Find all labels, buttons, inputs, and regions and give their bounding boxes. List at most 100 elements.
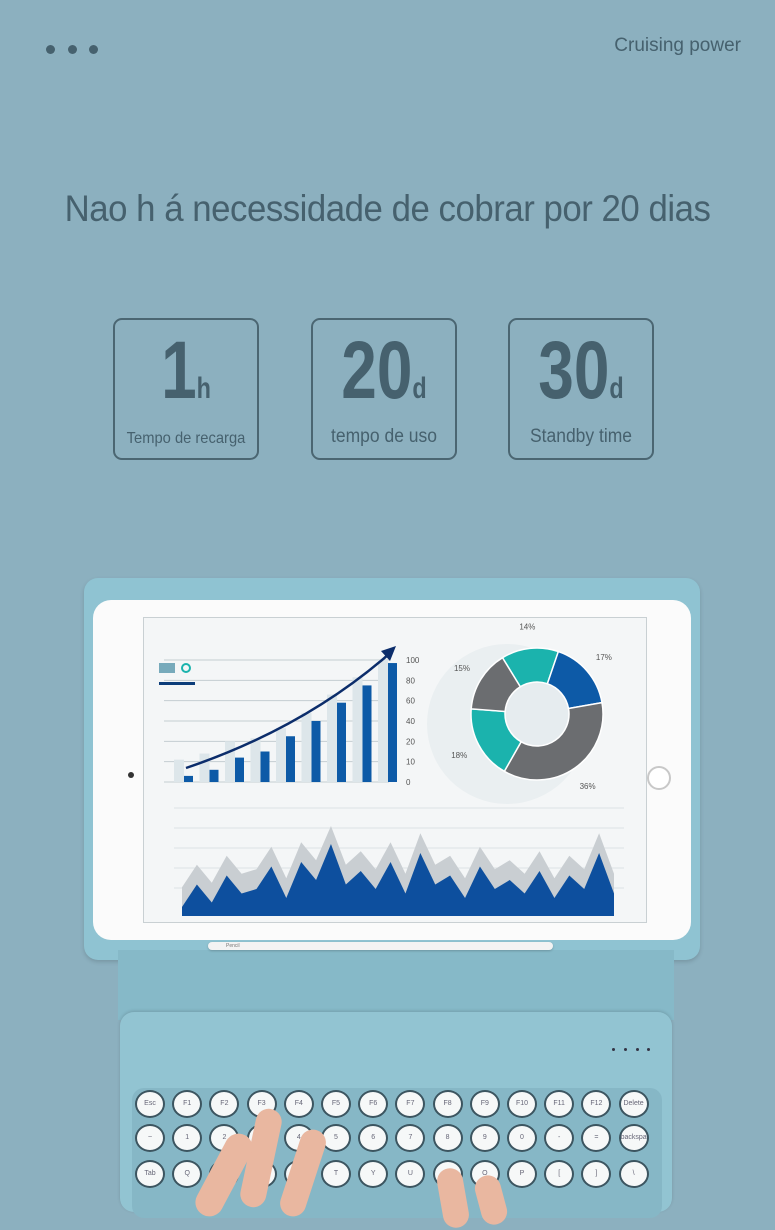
stat-unit: d — [609, 372, 624, 405]
stat-label: Tempo de recarga — [126, 430, 246, 447]
slice-label: 36% — [580, 782, 596, 791]
trend-arrow — [185, 653, 390, 770]
y-tick-label: 100 — [406, 656, 420, 665]
key[interactable]: ~ — [135, 1124, 165, 1152]
key[interactable]: F1 — [172, 1090, 203, 1118]
key[interactable]: 7 — [395, 1124, 426, 1152]
key[interactable]: F7 — [395, 1090, 426, 1118]
bar — [209, 769, 219, 782]
y-tick-label: 80 — [406, 676, 415, 685]
key[interactable]: F5 — [321, 1090, 351, 1118]
key[interactable]: P — [507, 1160, 537, 1188]
section-label: Cruising power — [614, 35, 741, 56]
slice-label: 17% — [596, 653, 612, 662]
slice-label: 15% — [454, 664, 470, 673]
key[interactable]: F10 — [507, 1090, 537, 1118]
key[interactable]: 1 — [172, 1124, 203, 1152]
key[interactable]: 9 — [469, 1124, 500, 1152]
bar-shadow — [199, 753, 210, 782]
key[interactable]: \ — [618, 1160, 649, 1188]
stat-label: Standby time — [529, 426, 633, 447]
key[interactable]: Tab — [135, 1160, 165, 1188]
stat-card-standby: 30d Standby time — [508, 318, 654, 460]
menu-dot-icon — [46, 45, 55, 54]
key[interactable]: ] — [581, 1160, 612, 1188]
key[interactable]: Esc — [135, 1090, 165, 1118]
stat-label: tempo de uso — [331, 426, 437, 447]
bar — [286, 736, 295, 782]
donut-hole — [506, 683, 568, 745]
key[interactable]: F6 — [358, 1090, 389, 1118]
bar — [260, 751, 270, 782]
donut-slice — [470, 656, 522, 713]
screen-charts: 0 10 20 40 60 80 100 14% 17% 36% 18% 15% — [159, 623, 624, 916]
bar-shadow — [174, 759, 184, 782]
legend-bar-icon — [159, 663, 175, 673]
case-cover — [118, 950, 674, 1020]
key[interactable]: = — [581, 1124, 612, 1152]
y-tick-label: 60 — [406, 697, 415, 706]
stat-card-charge: 1h Tempo de recarga — [113, 318, 259, 460]
indicator-led — [636, 1048, 639, 1051]
bar — [362, 685, 372, 782]
legend-ring-icon — [181, 663, 191, 673]
key[interactable]: F9 — [469, 1090, 500, 1118]
headline: Nao h á necessidade de cobrar por 20 dia… — [64, 188, 711, 229]
y-tick-label: 40 — [406, 717, 415, 726]
key[interactable]: F11 — [544, 1090, 575, 1118]
bar — [235, 757, 244, 782]
legend-line-icon — [159, 682, 195, 685]
key[interactable]: F12 — [581, 1090, 612, 1118]
y-tick-label: 10 — [406, 758, 415, 767]
menu-dot-icon — [89, 45, 98, 54]
stat-card-usage: 20d tempo de uso — [311, 318, 457, 460]
bar — [311, 721, 321, 782]
key[interactable]: T — [321, 1160, 351, 1188]
indicator-led — [624, 1048, 627, 1051]
y-tick-label: 0 — [406, 778, 411, 787]
stylus-pencil: Pencil — [208, 942, 553, 950]
indicator-led — [612, 1048, 615, 1051]
bar — [337, 702, 346, 782]
slice-label: 14% — [519, 623, 535, 632]
key[interactable]: backspace — [618, 1124, 649, 1152]
stat-unit: h — [196, 372, 211, 405]
bar — [184, 775, 193, 782]
trend-arrow-head — [381, 646, 396, 661]
home-button[interactable] — [647, 766, 671, 790]
area-series — [182, 844, 614, 916]
tablet-screen: 0 10 20 40 60 80 100 14% 17% 36% 18% 15% — [143, 617, 647, 923]
key[interactable]: [ — [544, 1160, 575, 1188]
key[interactable]: Q — [172, 1160, 203, 1188]
bar-shadow — [327, 694, 337, 782]
key[interactable]: 6 — [358, 1124, 389, 1152]
bar-shadow — [225, 741, 235, 782]
key[interactable]: U — [395, 1160, 426, 1188]
menu-dot-icon — [68, 45, 77, 54]
donut-slice — [503, 701, 604, 781]
y-tick-label: 20 — [406, 737, 415, 746]
stat-value: 30 — [538, 325, 610, 416]
key[interactable]: Y — [358, 1160, 389, 1188]
stat-value: 1 — [161, 325, 197, 416]
indicator-led — [647, 1048, 650, 1051]
key[interactable]: F2 — [209, 1090, 240, 1118]
slice-label: 18% — [451, 751, 467, 760]
key[interactable]: 8 — [432, 1124, 463, 1152]
bar-shadow — [250, 738, 261, 782]
bar-shadow — [352, 677, 363, 782]
key[interactable]: 0 — [507, 1124, 537, 1152]
key[interactable]: - — [544, 1124, 575, 1152]
bar-shadow — [378, 660, 388, 782]
camera-icon — [128, 772, 134, 778]
key[interactable]: 5 — [321, 1124, 351, 1152]
stat-value: 20 — [341, 325, 413, 416]
bar-shadow — [276, 728, 286, 782]
pencil-label: Pencil — [226, 943, 240, 949]
key[interactable]: F4 — [283, 1090, 314, 1118]
stat-unit: d — [412, 372, 427, 405]
key[interactable]: Delete — [618, 1090, 649, 1118]
bar-shadow — [301, 712, 312, 782]
bar — [388, 663, 397, 782]
key[interactable]: F8 — [432, 1090, 463, 1118]
